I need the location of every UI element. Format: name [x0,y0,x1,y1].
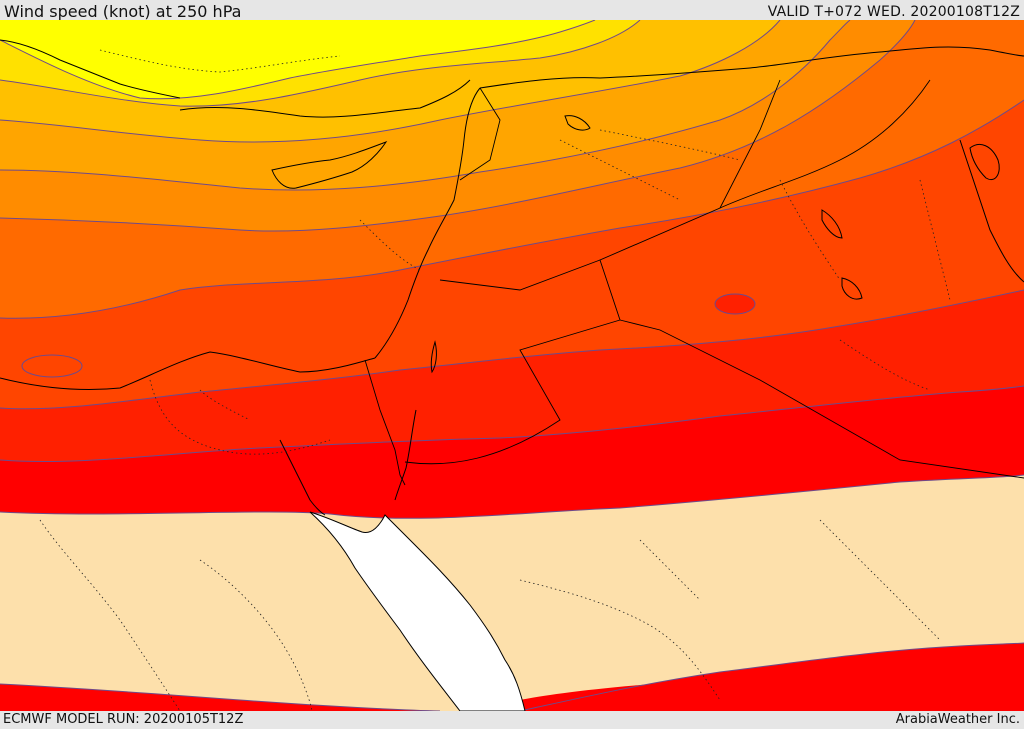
red-sea [309,511,526,711]
wind-speed-map [0,20,1024,711]
header-bar: Wind speed (knot) at 250 hPa VALID T+072… [0,0,1024,21]
band-yellow [0,20,595,99]
map-svg [0,20,1024,711]
model-run: ECMWF MODEL RUN: 20200105T12Z [3,712,244,727]
wind-contours [0,20,1024,711]
coastlines [0,39,1024,516]
wind-pocket [21,354,83,378]
footer-bar: ECMWF MODEL RUN: 20200105T12Z ArabiaWeat… [0,711,1024,729]
map-title: Wind speed (knot) at 250 hPa [4,2,242,21]
valid-time: VALID T+072 WED. 20200108T12Z [767,4,1020,20]
band-south-red-east [520,643,1024,711]
calm-area [0,475,1024,711]
borders [364,79,1024,486]
wind-pocket-east [714,293,756,315]
province-borders [39,49,951,711]
credit: ArabiaWeather Inc. [895,712,1020,727]
